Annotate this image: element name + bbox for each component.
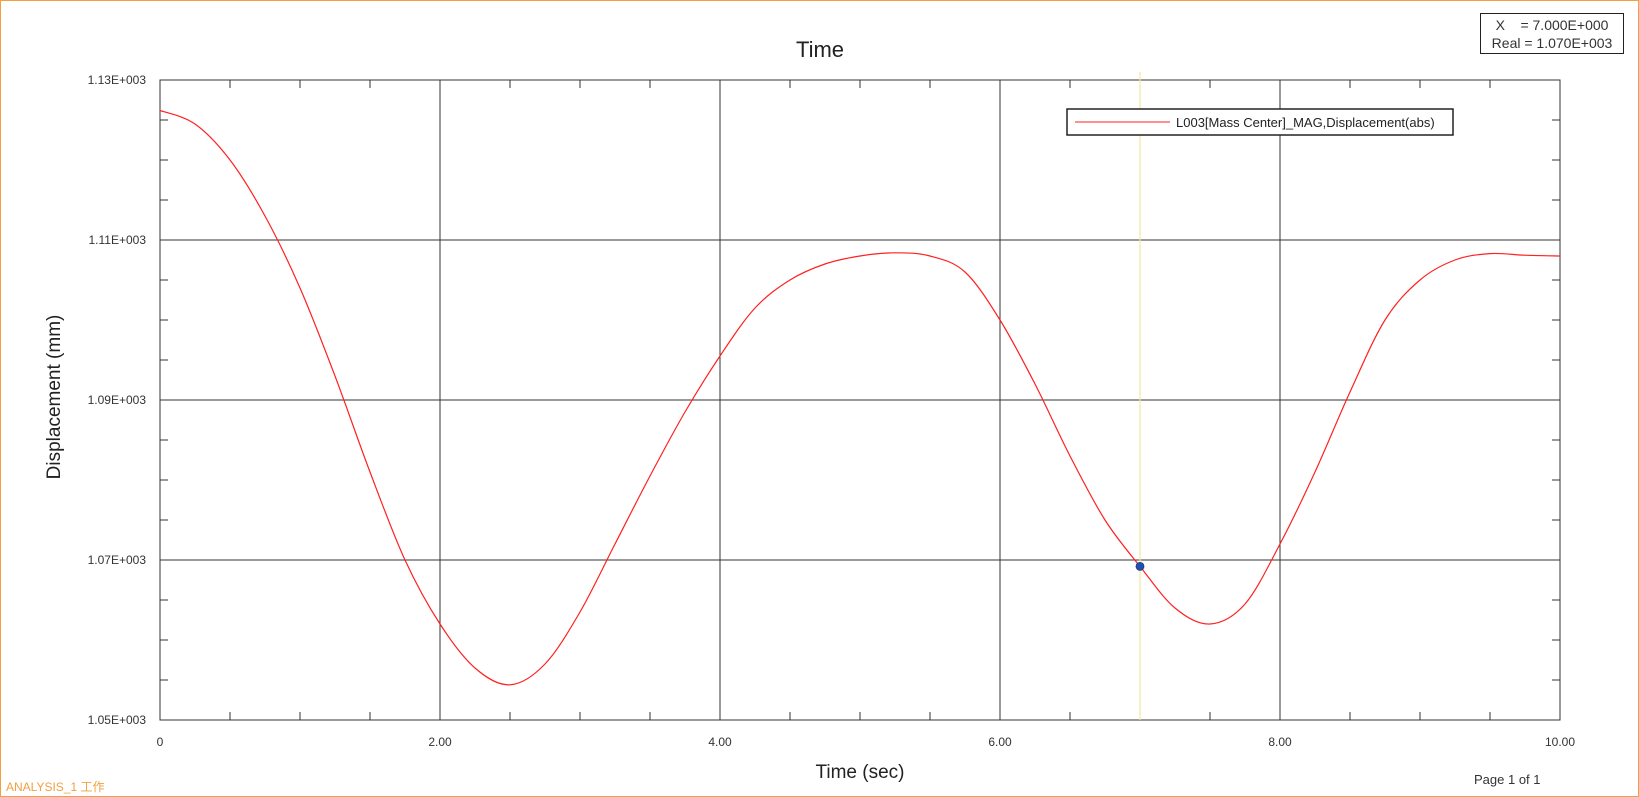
x-tick-label: 8.00 — [1268, 735, 1292, 749]
y-tick-label: 1.07E+003 — [88, 553, 147, 567]
analysis-label: ANALYSIS_1 工作 — [6, 780, 105, 794]
y-tick-label: 1.09E+003 — [88, 393, 147, 407]
y-tick-label: 1.13E+003 — [88, 73, 147, 87]
cursor-point — [1135, 562, 1145, 571]
series-line — [159, 109, 1561, 686]
legend[interactable]: L003[Mass Center]_MAG,Displacement(abs) — [1066, 108, 1454, 136]
y-tick-label: 1.11E+003 — [89, 233, 147, 247]
chart-title: Time — [796, 37, 844, 62]
x-tick-label: 10.00 — [1545, 735, 1575, 749]
legend-entry: L003[Mass Center]_MAG,Displacement(abs) — [1176, 115, 1435, 130]
readout-x: X = 7.000E+000 — [1495, 17, 1609, 33]
cursor-readout[interactable]: X = 7.000E+000 Real = 1.070E+003 — [1480, 13, 1624, 54]
x-axis-label: Time (sec) — [815, 762, 904, 783]
x-tick-label: 6.00 — [988, 735, 1012, 749]
y-tick-label: 1.05E+003 — [88, 713, 147, 727]
plot-area: 0 2.00 4.00 6.00 8.00 10.00 1.05E+003 1.07E+003… — [88, 72, 1575, 749]
x-tick-label: 2.00 — [428, 735, 452, 749]
y-axis-label: Displacement (mm) — [44, 315, 65, 480]
x-tick-label: 0 — [157, 735, 164, 749]
page-indicator: Page 1 of 1 — [1474, 772, 1541, 787]
readout-real: Real = 1.070E+003 — [1491, 35, 1613, 51]
x-tick-label: 4.00 — [708, 735, 732, 749]
